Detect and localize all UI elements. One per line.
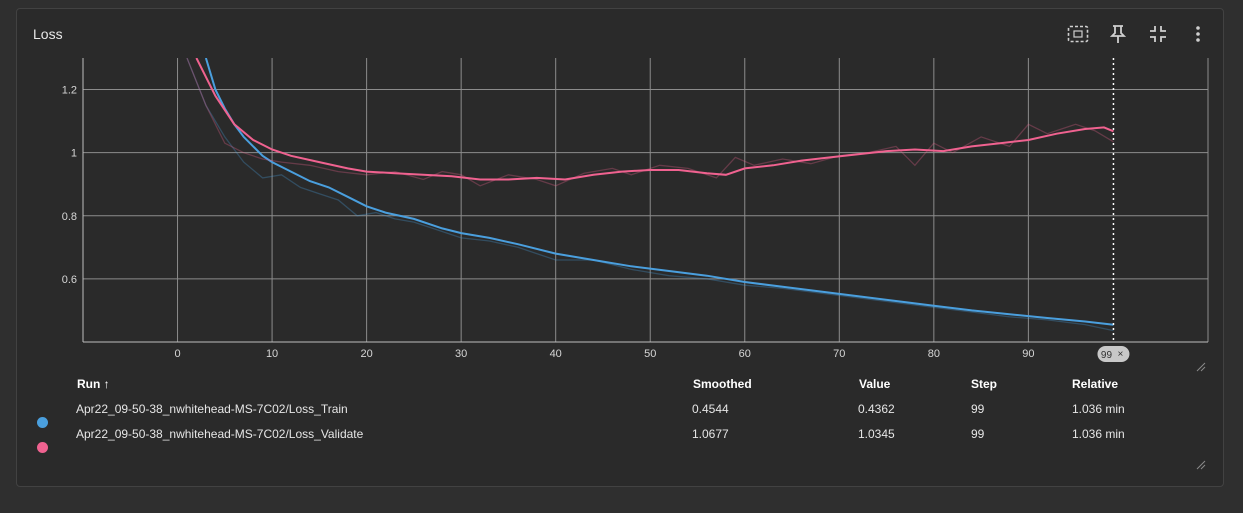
column-header-relative[interactable]: Relative (1072, 377, 1119, 391)
series-color-dot (37, 442, 48, 453)
raw-value: 0.4362 (858, 402, 895, 416)
raw-value: 1.0345 (858, 427, 895, 441)
column-header-value[interactable]: Value (859, 377, 891, 391)
run-name: Apr22_09-50-38_nwhitehead-MS-7C02/Loss_V… (76, 427, 364, 441)
column-header-run[interactable]: Run ↑ (77, 377, 110, 391)
x-tick-label: 90 (1022, 348, 1034, 360)
line-chart[interactable]: 0 10 20 30 40 50 60 70 80 90 0.6 0.8 1 1.2 99 × (17, 9, 1225, 374)
smoothed-value: 0.4544 (692, 402, 729, 416)
x-tick-label: 30 (455, 348, 467, 360)
x-tick-label: 60 (739, 348, 751, 360)
column-header-smoothed[interactable]: Smoothed (693, 377, 752, 391)
series-smoothed-line-validate[interactable] (195, 58, 1114, 181)
table-resize-handle-icon[interactable] (1196, 460, 1206, 470)
x-tick-label: 20 (360, 348, 372, 360)
x-tick-label: 40 (550, 348, 562, 360)
y-tick-label: 1 (71, 148, 77, 160)
run-name: Apr22_09-50-38_nwhitehead-MS-7C02/Loss_T… (76, 402, 348, 416)
relative-time: 1.036 min (1072, 402, 1125, 416)
pin-icon[interactable] (1105, 23, 1131, 45)
x-tick-label: 80 (928, 348, 940, 360)
more-vert-icon[interactable] (1185, 23, 1211, 45)
collapse-icon[interactable] (1145, 23, 1171, 45)
step-value: 99 (971, 427, 985, 441)
x-tick-label: 0 (174, 348, 180, 360)
card-toolbar (1065, 23, 1211, 45)
y-tick-label: 0.8 (62, 211, 77, 223)
smoothed-value: 1.0677 (692, 427, 729, 441)
step-value: 99 (971, 402, 985, 416)
x-tick-label: 70 (833, 348, 845, 360)
x-tick-label: 10 (266, 348, 278, 360)
close-icon[interactable]: × (1118, 349, 1124, 360)
step-cursor-label: 99 (1101, 350, 1113, 361)
y-tick-label: 0.6 (62, 274, 77, 286)
series-raw-line-train (186, 58, 1114, 332)
loss-card: Loss 0 10 20 30 40 50 60 70 80 90 0.6 0.8 1 1.2 99 × Ru… (16, 8, 1224, 487)
chart-resize-handle-icon[interactable] (1196, 362, 1206, 372)
x-tick-label: 50 (644, 348, 656, 360)
step-cursor-chip[interactable] (1097, 346, 1130, 362)
y-tick-label: 1.2 (62, 85, 77, 97)
series-smoothed-line-train[interactable] (204, 58, 1114, 326)
column-header-step[interactable]: Step (971, 377, 998, 391)
series-color-dot (37, 417, 48, 428)
relative-time: 1.036 min (1072, 427, 1125, 441)
fit-domain-icon[interactable] (1065, 23, 1091, 45)
card-title: Loss (33, 26, 63, 42)
